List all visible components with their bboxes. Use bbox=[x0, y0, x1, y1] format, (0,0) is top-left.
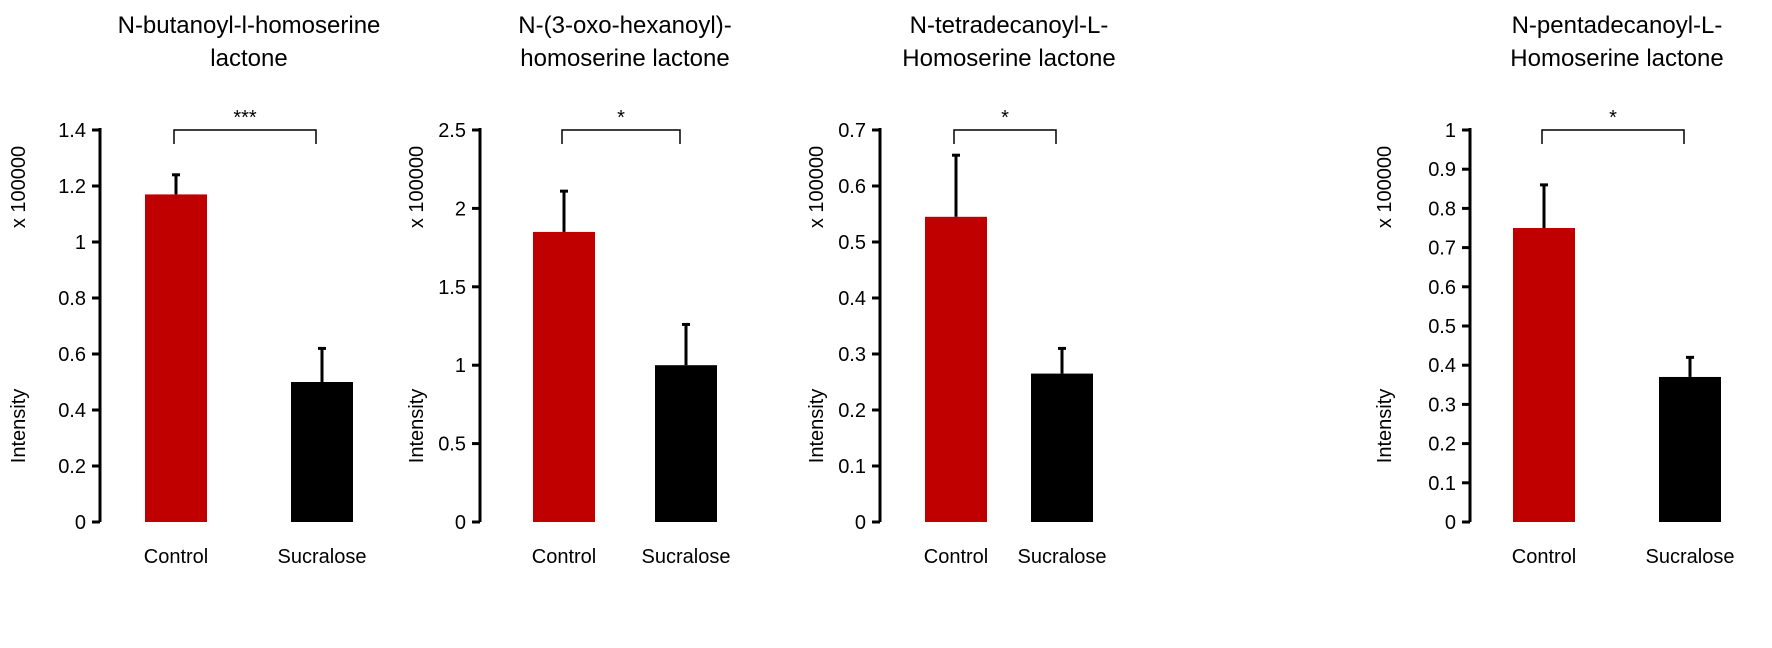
y-axis-label: Intensity bbox=[1374, 389, 1396, 463]
y-tick-label: 0.6 bbox=[58, 344, 86, 366]
bar-sucralose bbox=[655, 365, 717, 522]
chart-panel-4: N-pentadecanoyl-L- Homoserine lactone 0 0.1… bbox=[1374, 12, 1734, 568]
y-tick-label: 0.1 bbox=[1428, 473, 1456, 495]
y-tick-label: 0.4 bbox=[1428, 355, 1456, 377]
chart-title-line: N-butanoyl-l-homoserine bbox=[118, 12, 381, 39]
x-tick-label: Sucralose bbox=[642, 546, 731, 568]
x-tick-label: Sucralose bbox=[278, 546, 367, 568]
y-tick-label: 0.3 bbox=[1428, 394, 1456, 416]
chart-title-line: Homoserine lactone bbox=[902, 45, 1115, 72]
chart-title-line: N-tetradecanoyl-L- bbox=[910, 12, 1109, 39]
bar-control bbox=[145, 194, 207, 522]
significance-bracket bbox=[173, 129, 317, 144]
y-axis-scale-label: x 100000 bbox=[1374, 146, 1396, 228]
significance-bracket bbox=[953, 129, 1057, 144]
y-axis-label: Intensity bbox=[406, 389, 428, 463]
y-tick-label: 2.5 bbox=[438, 120, 466, 142]
y-tick-label: 1.4 bbox=[58, 120, 86, 142]
chart-title-line: N-pentadecanoyl-L- bbox=[1512, 12, 1723, 39]
y-axis-scale-label: x 100000 bbox=[406, 146, 428, 228]
x-tick-label: Control bbox=[924, 546, 988, 568]
chart-title-line: Homoserine lactone bbox=[1510, 45, 1723, 72]
y-tick-label: 0.4 bbox=[58, 400, 86, 422]
y-tick-label: 0.1 bbox=[838, 456, 866, 478]
x-tick-label: Control bbox=[532, 546, 596, 568]
y-tick-label: 0 bbox=[75, 512, 86, 534]
chart-title-line: N-(3-oxo-hexanoyl)- bbox=[518, 12, 731, 39]
significance-bracket bbox=[561, 129, 681, 144]
chart-title-line: lactone bbox=[210, 45, 287, 72]
y-tick-label: 0 bbox=[455, 512, 466, 534]
x-tick-label: Sucralose bbox=[1018, 546, 1107, 568]
bar-sucralose bbox=[291, 382, 353, 522]
y-tick-label: 0.2 bbox=[838, 400, 866, 422]
y-tick-label: 0.7 bbox=[1428, 238, 1456, 260]
significance-label: * bbox=[1609, 107, 1617, 129]
y-tick-label: 0.4 bbox=[838, 288, 866, 310]
bar-sucralose bbox=[1031, 373, 1093, 522]
bar-control bbox=[925, 216, 987, 523]
chart-panel-3: N-tetradecanoyl-L- Homoserine lactone 0 0.1… bbox=[806, 12, 1116, 568]
y-tick-label: 1.5 bbox=[438, 277, 466, 299]
bar-control bbox=[1513, 228, 1575, 522]
y-tick-label: 1 bbox=[455, 355, 466, 377]
bar-control bbox=[533, 231, 595, 523]
y-tick-label: 0.5 bbox=[438, 434, 466, 456]
y-tick-label: 0.6 bbox=[1428, 277, 1456, 299]
y-axis-label: Intensity bbox=[8, 389, 30, 463]
x-tick-label: Control bbox=[1512, 546, 1576, 568]
y-axis-scale-label: x 100000 bbox=[8, 146, 30, 228]
significance-bracket bbox=[1541, 129, 1685, 144]
significance-label: *** bbox=[233, 107, 257, 129]
y-axis-scale-label: x 100000 bbox=[806, 146, 828, 228]
x-tick-label: Sucralose bbox=[1646, 546, 1735, 568]
y-tick-label: 0 bbox=[1445, 512, 1456, 534]
significance-label: * bbox=[1001, 107, 1009, 129]
chart-panel-2: N-(3-oxo-hexanoyl)- homoserine lactone 0 0.… bbox=[406, 12, 732, 568]
y-tick-label: 0.5 bbox=[1428, 316, 1456, 338]
y-tick-label: 0.3 bbox=[838, 344, 866, 366]
y-tick-label: 0.5 bbox=[838, 232, 866, 254]
y-tick-label: 0.8 bbox=[1428, 198, 1456, 220]
y-tick-label: 0.7 bbox=[838, 120, 866, 142]
chart-title-line: homoserine lactone bbox=[520, 45, 729, 72]
y-axis-label: Intensity bbox=[806, 389, 828, 463]
bar-sucralose bbox=[1659, 376, 1721, 522]
y-tick-label: 0 bbox=[855, 512, 866, 534]
chart-panel-1: N-butanoyl-l-homoserine lactone 0 0.2 0.4 0.6… bbox=[8, 12, 380, 568]
y-tick-label: 1 bbox=[1445, 120, 1456, 142]
y-tick-label: 0.9 bbox=[1428, 159, 1456, 181]
y-tick-label: 0.8 bbox=[58, 288, 86, 310]
significance-label: * bbox=[617, 107, 625, 129]
y-tick-label: 2 bbox=[455, 198, 466, 220]
y-tick-label: 0.6 bbox=[838, 176, 866, 198]
y-tick-label: 0.2 bbox=[58, 456, 86, 478]
y-tick-label: 0.2 bbox=[1428, 434, 1456, 456]
y-tick-label: 1.2 bbox=[58, 176, 86, 198]
y-tick-label: 1 bbox=[75, 232, 86, 254]
x-tick-label: Control bbox=[144, 546, 208, 568]
